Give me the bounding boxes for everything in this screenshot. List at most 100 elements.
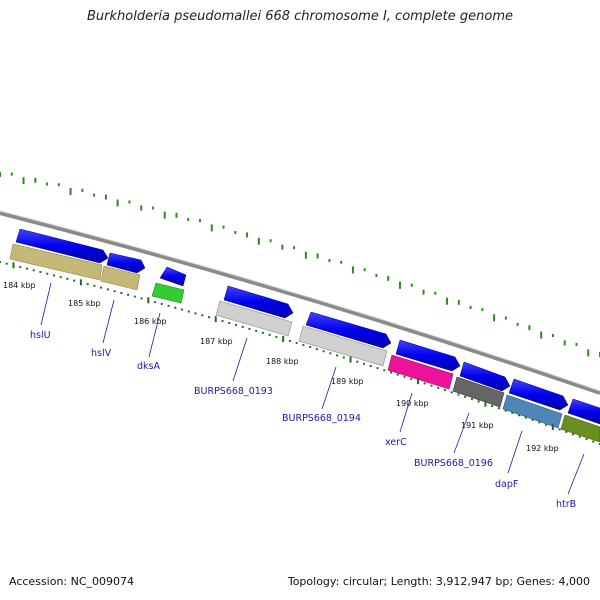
scale-minor-tick: [59, 276, 62, 279]
scale-minor-tick: [443, 389, 446, 392]
gc-tick: [199, 219, 201, 223]
gc-tick: [387, 275, 390, 281]
gc-tick: [10, 172, 13, 176]
gc-tick: [210, 224, 213, 232]
gene-block-xerC: [387, 354, 454, 390]
scale-labels: 184 kbp 185 kbp 186 kbp 187 kbp 188 kbp …: [3, 281, 559, 453]
scale-label: 191 kbp: [461, 421, 494, 430]
scale-minor-tick: [511, 411, 514, 414]
scale-minor-tick: [558, 428, 561, 431]
gene-block-hslU: [9, 243, 103, 281]
scale-minor-tick: [25, 267, 28, 270]
scale-minor-tick: [504, 409, 507, 412]
scale-minor-tick: [261, 331, 264, 334]
gc-tick: [163, 211, 166, 219]
scale-minor-tick: [302, 344, 305, 347]
scale-minor-tick: [437, 386, 440, 389]
chromosome-backbone: [0, 211, 600, 395]
scale-minor-tick: [5, 262, 8, 265]
scale-minor-tick: [497, 407, 500, 410]
gene-label-burps668-0193[interactable]: BURPS668_0193: [194, 386, 273, 397]
scale-major-tick: [79, 279, 82, 286]
scale-minor-tick: [342, 356, 345, 359]
scale-minor-tick: [66, 277, 69, 280]
gene-label-hslV[interactable]: hslV: [91, 348, 112, 359]
gc-tick: [563, 340, 566, 346]
scale-minor-tick: [207, 316, 210, 319]
gc-tick: [151, 206, 154, 210]
gc-tick: [246, 232, 249, 238]
gene-label-burps668-0196[interactable]: BURPS668_0196: [414, 458, 493, 469]
gene-label-burps668-0194[interactable]: BURPS668_0194: [282, 413, 361, 424]
gc-tick: [516, 322, 519, 326]
scale-minor-tick: [248, 327, 251, 330]
gc-tick: [340, 260, 343, 264]
scale-minor-tick: [113, 290, 116, 293]
gc-tick: [187, 217, 190, 221]
cds-arrow-dksA: [159, 266, 187, 287]
gene-label-xerC[interactable]: xerC: [385, 437, 407, 448]
gc-tick: [469, 305, 472, 309]
scale-label: 189 kbp: [331, 377, 364, 386]
cds-arrow-track: [15, 228, 600, 425]
scale-minor-tick: [396, 373, 399, 376]
gene-labels: hslU hslV dksA BURPS668_0193 BURPS668_01…: [30, 330, 576, 510]
scale-minor-tick: [52, 274, 55, 277]
gc-tick: [304, 251, 307, 259]
gene-label-dksA[interactable]: dksA: [137, 361, 160, 372]
scale-minor-tick: [228, 322, 231, 325]
scale-label: 185 kbp: [68, 299, 101, 308]
cds-arrow-0193: [223, 285, 294, 319]
scale-minor-tick: [93, 284, 96, 287]
scale-minor-tick: [477, 400, 480, 403]
scale-minor-tick: [592, 440, 595, 443]
scale-minor-tick: [167, 304, 170, 307]
gene-label-hslU[interactable]: hslU: [30, 330, 51, 341]
accession-text: Accession: NC_009074: [9, 575, 135, 588]
scale-minor-tick: [450, 391, 453, 394]
scale-minor-tick: [174, 306, 177, 309]
scale-major-tick: [282, 335, 285, 342]
gc-tick: [22, 177, 25, 185]
gc-tick: [57, 183, 60, 187]
scale-minor-tick: [19, 265, 22, 268]
gc-content-track: [0, 172, 600, 357]
scale-minor-tick: [376, 367, 379, 370]
scale-minor-tick: [275, 335, 278, 338]
scale-label: 188 kbp: [266, 357, 299, 366]
gc-tick: [0, 172, 1, 177]
scale-minor-tick: [572, 433, 575, 436]
scale-minor-tick: [531, 418, 534, 421]
genome-summary-text: Topology: circular; Length: 3,912,947 bp…: [287, 575, 590, 588]
gc-tick: [328, 259, 331, 263]
scale-minor-tick: [0, 261, 1, 263]
gene-label-dapF[interactable]: dapF: [495, 479, 518, 490]
scale-minor-tick: [160, 302, 163, 305]
scale-minor-tick: [73, 279, 76, 282]
scale-major-tick: [484, 400, 487, 407]
gc-tick: [399, 281, 401, 289]
gc-tick: [93, 193, 96, 197]
gene-block-0193: [215, 300, 293, 337]
scale-major-tick: [147, 297, 150, 304]
scale-minor-tick: [336, 354, 339, 357]
map-title: Burkholderia pseudomallei 668 chromosome…: [86, 9, 514, 24]
scale-minor-tick: [491, 404, 494, 407]
gc-tick: [528, 325, 531, 331]
scale-minor-tick: [329, 352, 332, 355]
gc-tick: [540, 331, 543, 339]
scale-minor-tick: [565, 430, 568, 433]
gc-tick: [434, 291, 437, 295]
cds-arrow-xerC: [395, 339, 461, 372]
gc-tick: [422, 289, 425, 295]
scale-minor-tick: [430, 384, 433, 387]
scale-minor-tick: [457, 393, 460, 396]
gene-block-0196: [452, 376, 505, 408]
scale-minor-tick: [518, 414, 521, 417]
gc-tick: [575, 342, 578, 346]
scale-minor-tick: [140, 297, 143, 300]
scale-minor-tick: [363, 362, 366, 365]
scale-minor-tick: [39, 271, 42, 274]
gene-label-htrB[interactable]: htrB: [556, 499, 576, 510]
gene-block-track: [9, 243, 600, 443]
